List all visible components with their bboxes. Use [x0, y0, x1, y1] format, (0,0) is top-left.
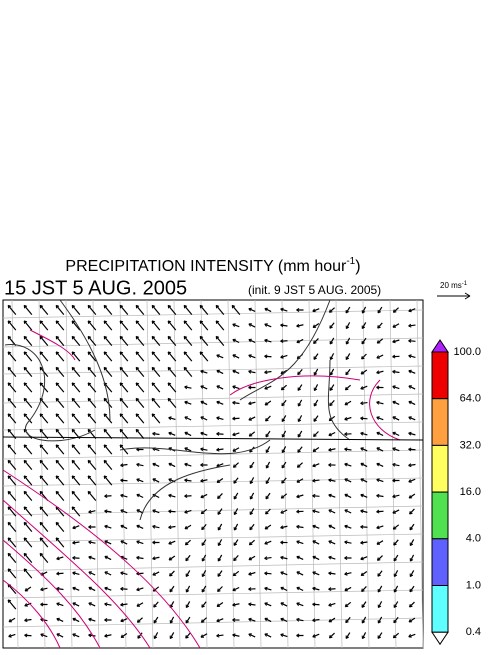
colorbar-label: 4.0	[466, 533, 481, 545]
colorbar-segment	[432, 399, 448, 446]
colorbar-label: 1.0	[466, 579, 481, 591]
colorbar-segment	[432, 586, 448, 633]
colorbar-label: 16.0	[460, 486, 481, 498]
colorbar-segment	[432, 492, 448, 539]
ref-vector-label: 20 ms-1	[440, 281, 468, 291]
title: PRECIPITATION INTENSITY (mm hour-1)	[65, 256, 360, 276]
map	[3, 300, 423, 648]
colorbar-label: 100.0	[453, 346, 481, 358]
init-time: (init. 9 JST 5 AUG. 2005)	[248, 283, 381, 297]
colorbar-label: 0.4	[466, 626, 481, 638]
colorbar-segment	[432, 445, 448, 492]
valid-time: 15 JST 5 AUG. 2005	[4, 277, 187, 299]
map-frame	[3, 300, 423, 648]
ref-label: 20 ms	[440, 281, 462, 290]
title-main: PRECIPITATION INTENSITY (mm hour	[65, 258, 347, 275]
colorbar-segment	[432, 539, 448, 586]
ref-sup: -1	[462, 281, 468, 287]
title-close: )	[355, 258, 360, 275]
colorbar-label: 64.0	[460, 393, 481, 405]
under-triangle	[432, 632, 448, 644]
colorbar: 100.0 64.0 32.0 16.0 4.0 1.0 0.4	[432, 340, 481, 644]
over-triangle	[432, 340, 448, 352]
colorbar-segment	[432, 352, 448, 399]
colorbar-label: 32.0	[460, 439, 481, 451]
